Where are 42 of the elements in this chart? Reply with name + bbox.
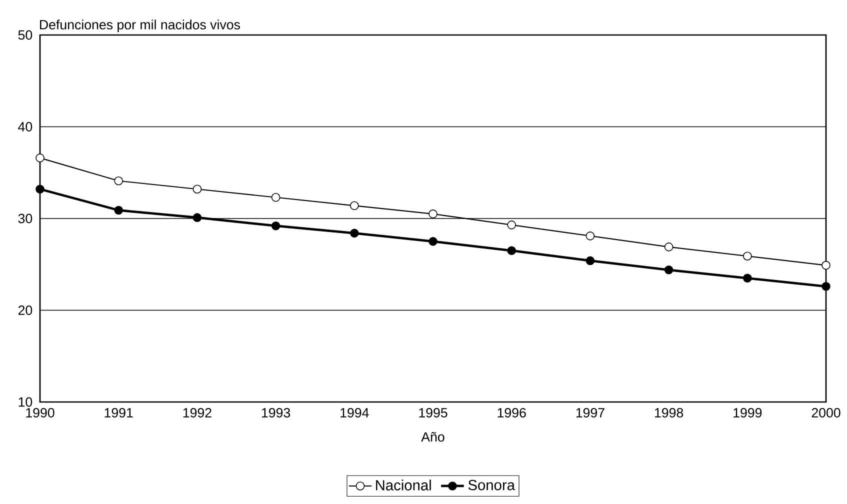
x-tick-label: 1998 bbox=[655, 408, 684, 418]
point bbox=[114, 206, 123, 215]
x-tick-label: 1992 bbox=[183, 408, 212, 418]
point bbox=[664, 242, 674, 252]
point bbox=[192, 213, 202, 222]
point bbox=[350, 228, 359, 238]
y-tick-label: 10 bbox=[18, 397, 32, 407]
x-tick-label: 2000 bbox=[812, 408, 840, 418]
point bbox=[271, 221, 280, 230]
x-tick-label: 1996 bbox=[498, 408, 526, 418]
point bbox=[507, 246, 516, 256]
x-tick-label: 1995 bbox=[419, 408, 448, 418]
point bbox=[586, 256, 595, 266]
x-tick-label: 1991 bbox=[104, 408, 133, 418]
point bbox=[36, 184, 44, 194]
point bbox=[271, 193, 280, 202]
point bbox=[743, 274, 752, 283]
point bbox=[36, 154, 44, 162]
point bbox=[428, 210, 438, 218]
point bbox=[586, 232, 595, 240]
point bbox=[743, 252, 752, 261]
x-tick-label: 1999 bbox=[734, 408, 762, 418]
y-axis-title: Defunciones por mil nacidos vivos bbox=[40, 20, 240, 32]
point bbox=[664, 265, 674, 274]
x-tick-label: 1990 bbox=[26, 408, 54, 418]
x-tick-label: 1993 bbox=[262, 408, 290, 418]
legend-label: Nacional bbox=[376, 480, 431, 490]
x-tick-label: 1994 bbox=[340, 408, 369, 418]
point bbox=[114, 176, 123, 186]
legend-label: Sonora bbox=[468, 480, 516, 490]
x-axis-title: Año bbox=[421, 432, 444, 442]
point bbox=[192, 184, 202, 194]
point bbox=[350, 201, 359, 210]
y-tick-label: 20 bbox=[18, 306, 32, 315]
x-tick-label: 1997 bbox=[576, 408, 604, 418]
y-tick-label: 30 bbox=[18, 214, 32, 224]
y-tick-label: 40 bbox=[18, 122, 32, 132]
point bbox=[822, 282, 830, 291]
point bbox=[428, 237, 438, 246]
y-tick-label: 50 bbox=[18, 30, 32, 40]
point bbox=[507, 220, 516, 230]
point bbox=[822, 260, 830, 270]
